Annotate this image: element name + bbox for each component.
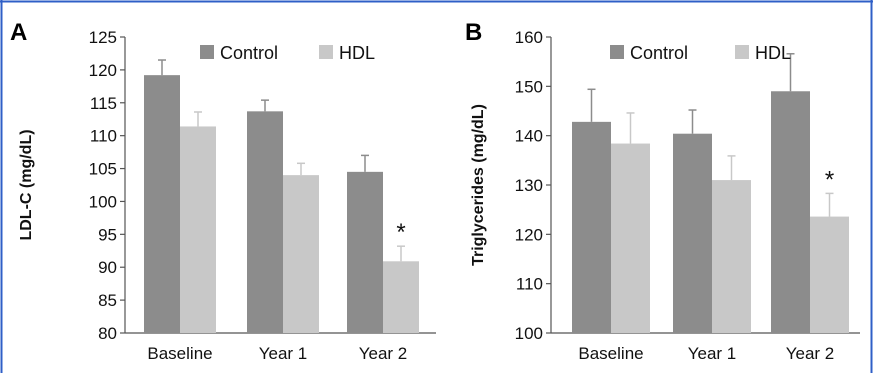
- y-tick-label: 80: [98, 324, 117, 343]
- legend-swatch-hdl: [735, 45, 749, 59]
- significance-marker: *: [825, 166, 834, 193]
- y-tick-label: 150: [515, 77, 543, 96]
- legend-label-control: Control: [220, 43, 278, 63]
- x-category-label: Year 2: [786, 344, 835, 363]
- bar-control-baseline: [572, 121, 611, 333]
- bar-control-baseline: [144, 75, 180, 333]
- legend-label-hdl: HDL: [339, 43, 375, 63]
- bar-hdl-baseline: [611, 143, 650, 333]
- y-tick-label: 160: [515, 28, 543, 47]
- y-axis-title-b: Triglycerides (mg/dL): [470, 104, 487, 266]
- y-tick-label: 90: [98, 258, 117, 277]
- legend-swatch-control: [200, 45, 214, 59]
- y-tick-label: 140: [515, 127, 543, 146]
- bar-control-year-1: [673, 133, 712, 333]
- bar-control-year-1: [247, 111, 283, 333]
- x-category-label: Baseline: [147, 344, 212, 363]
- x-category-label: Year 2: [359, 344, 408, 363]
- bar-hdl-year-2: [810, 216, 849, 333]
- bar-hdl-baseline: [180, 126, 216, 333]
- bar-hdl-year-1: [712, 180, 751, 333]
- chart-b: B 100 110 120 130 140 150 160 Triglycerides (mg/…: [465, 19, 860, 363]
- y-tick-label: 110: [90, 127, 117, 146]
- y-tick-label: 130: [515, 176, 543, 195]
- legend-swatch-control: [610, 45, 624, 59]
- x-category-label: Year 1: [688, 344, 737, 363]
- panel-letter-b: B: [465, 19, 482, 46]
- x-category-label: Baseline: [578, 344, 643, 363]
- legend-label-control: Control: [630, 43, 688, 63]
- y-tick-label: 110: [516, 275, 543, 294]
- y-tick-label: 95: [98, 225, 117, 244]
- y-tick-label: 85: [98, 291, 117, 310]
- y-tick-label: 115: [90, 94, 117, 113]
- bar-control-year-2: [347, 171, 383, 333]
- legend-label-hdl: HDL: [755, 43, 791, 63]
- y-tick-label: 100: [89, 192, 117, 211]
- y-axis-title-a: LDL-C (mg/dL): [18, 129, 35, 240]
- bar-hdl-year-1: [283, 175, 319, 333]
- y-tick-label: 120: [515, 225, 543, 244]
- chart-a: A 80 85 90 95 100 105 110 115 120 125 LDL-C (mg/dL)…: [10, 19, 436, 363]
- significance-marker: *: [396, 219, 405, 246]
- x-category-label: Year 1: [259, 344, 308, 363]
- y-tick-label: 105: [89, 160, 117, 179]
- bar-hdl-year-2: [383, 261, 419, 333]
- y-tick-label: 125: [89, 28, 117, 47]
- legend-swatch-hdl: [319, 45, 333, 59]
- bar-control-year-2: [771, 91, 810, 334]
- panel-letter-a: A: [10, 19, 27, 46]
- y-tick-label: 120: [89, 61, 117, 80]
- y-tick-label: 100: [515, 324, 543, 343]
